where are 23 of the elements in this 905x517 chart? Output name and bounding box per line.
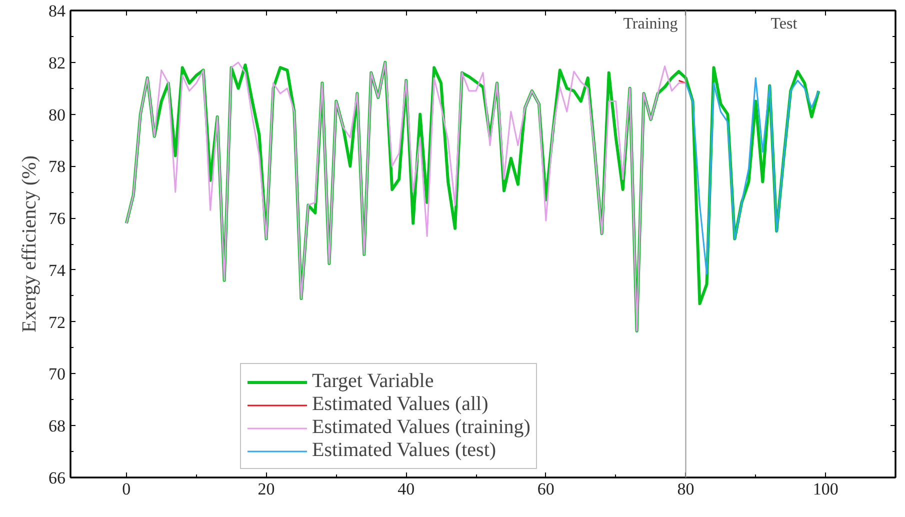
x-tick-label: 0 [122,480,131,498]
x-tick-label: 40 [398,480,415,498]
x-tick-label: 80 [677,480,694,498]
legend-label: Target Variable [312,370,434,393]
legend-label: Estimated Values (training) [312,416,530,439]
x-tick-label: 100 [812,480,838,498]
y-axis-title: Exergy efficiency (%) [18,156,40,332]
annotation: Training [623,16,678,32]
y-tick-label: 80 [48,105,66,124]
y-tick-label: 82 [48,53,66,72]
y-tick-label: 76 [48,209,66,228]
x-tick-label: 60 [537,480,554,498]
y-tick-label: 70 [48,364,66,384]
y-tick-label: 78 [48,157,66,176]
annotation: Test [770,16,798,32]
y-tick-label: 74 [48,260,66,280]
y-tick-label: 84 [48,2,66,20]
y-tick-label: 66 [48,468,66,488]
legend-label: Estimated Values (test) [312,439,496,462]
y-tick-label: 68 [48,416,66,436]
legend-label: Estimated Values (all) [312,393,488,416]
x-tick-label: 20 [258,480,275,498]
y-tick-label: 72 [48,312,66,332]
